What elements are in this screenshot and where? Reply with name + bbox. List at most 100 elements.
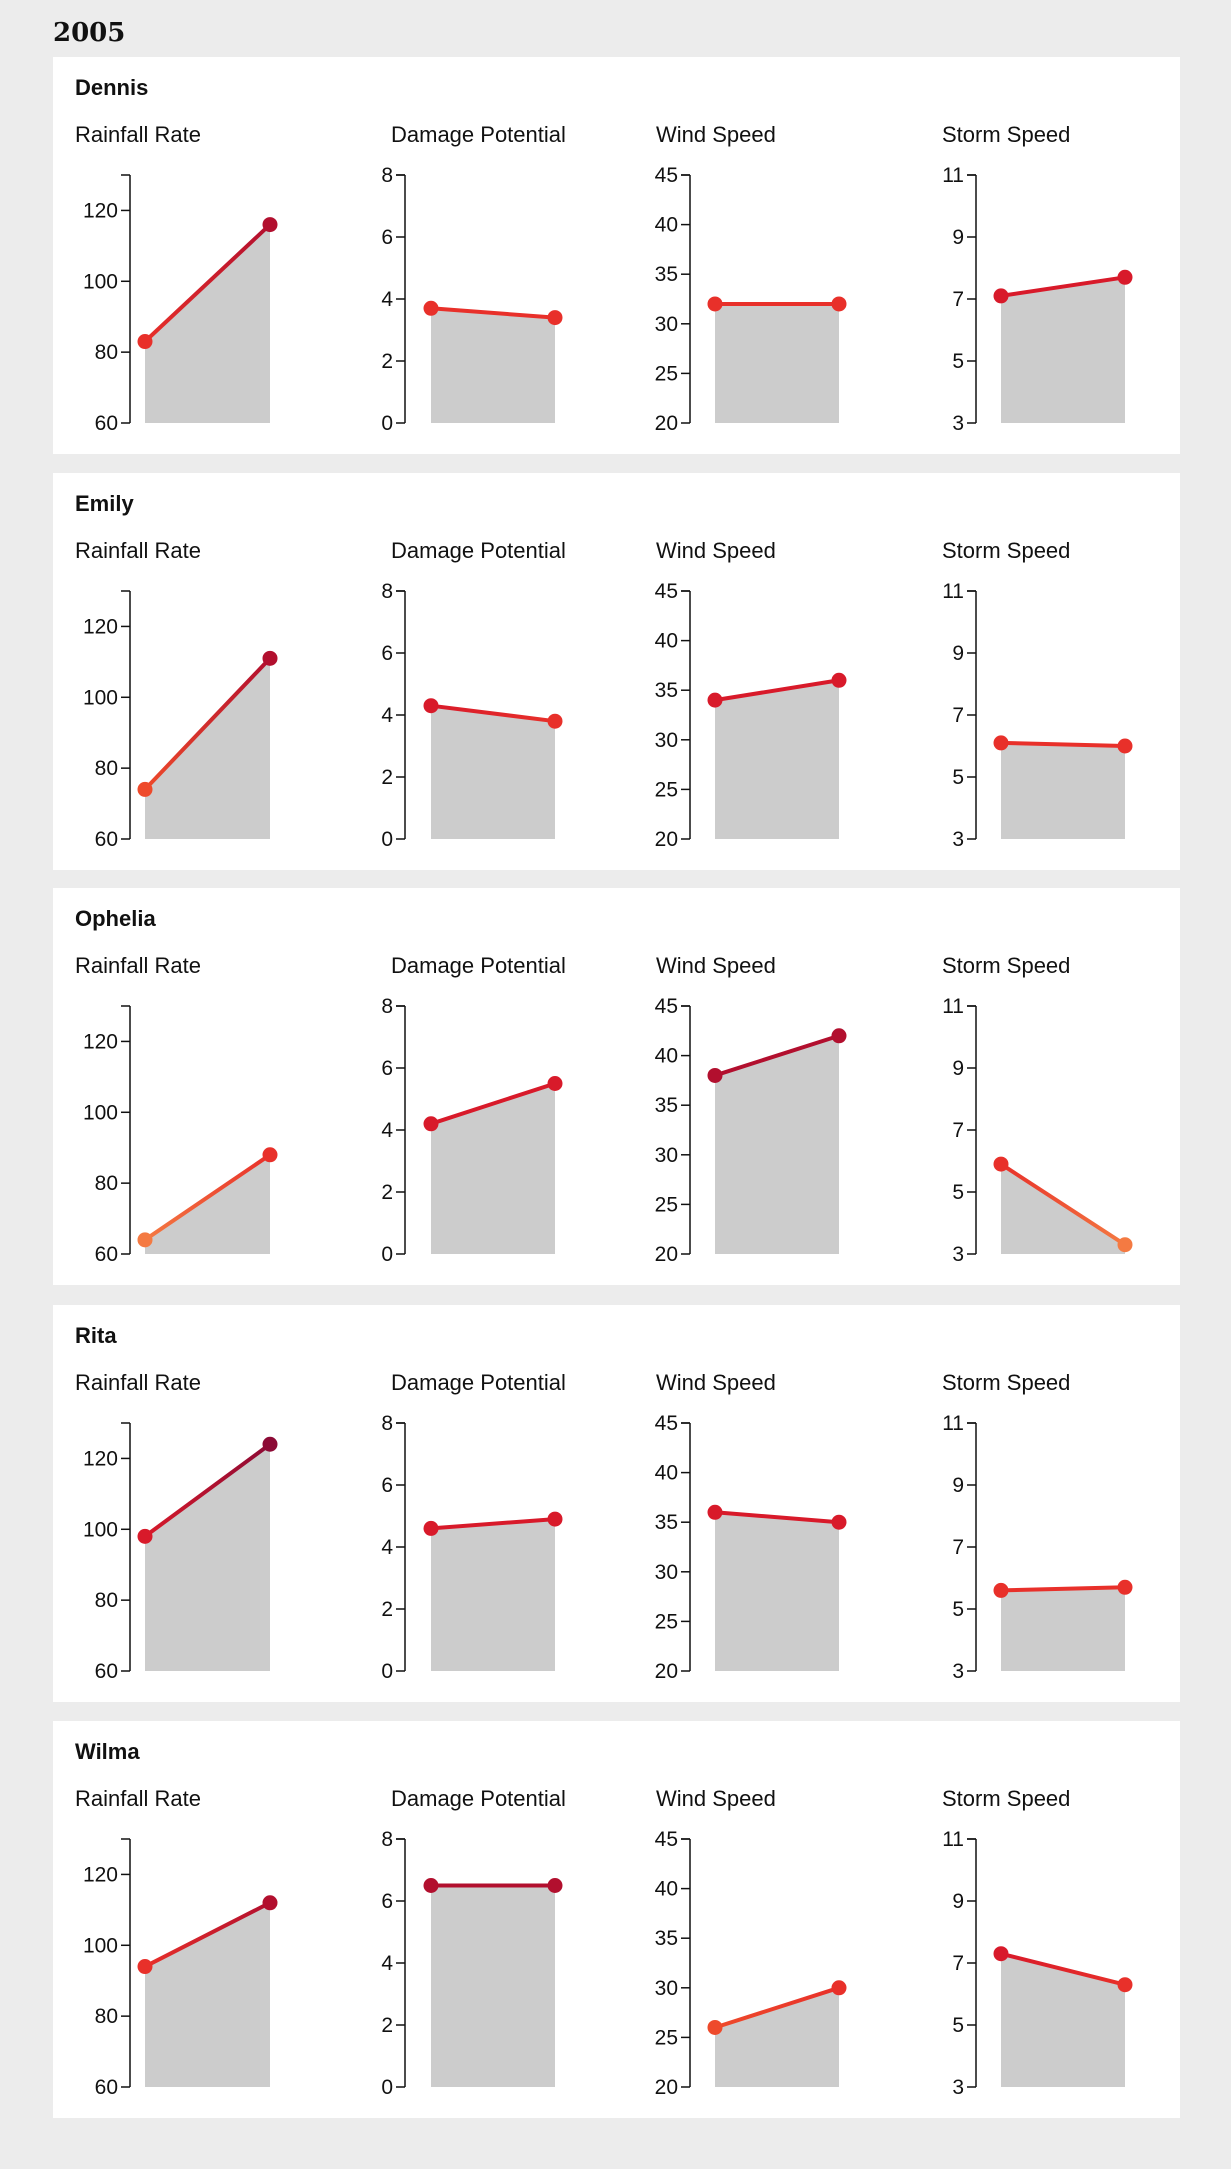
y-tick-label: 20	[655, 412, 678, 435]
y-tick-label: 60	[95, 412, 118, 435]
metric-chart-storm: Storm Speed 3 5 7 9 11	[942, 1370, 1133, 1683]
y-tick-label: 0	[381, 1660, 393, 1683]
y-tick-label: 120	[83, 1447, 118, 1470]
storm-metrics-chart: Rainfall Rate 60 80 100 120 Damage Potential 0…	[75, 1786, 1133, 2099]
metric-chart-damage: Damage Potential 0 2 4 6 8	[381, 538, 566, 851]
storm-panel-emily: Emily Rainfall Rate 60 80 100 120 Damage Poten…	[53, 473, 1180, 870]
y-tick-label: 20	[655, 828, 678, 851]
y-tick-label: 8	[381, 1412, 393, 1435]
y-tick-label: 60	[95, 1243, 118, 1266]
y-tick-label: 30	[655, 313, 678, 336]
y-tick-label: 35	[655, 679, 678, 702]
area-fill	[431, 308, 555, 423]
y-tick-label: 8	[381, 580, 393, 603]
metric-chart-wind: Wind Speed 20 25 30 35 40 45	[655, 953, 847, 1266]
data-point-start	[707, 692, 723, 708]
y-tick-label: 60	[95, 1660, 118, 1683]
y-tick-label: 6	[381, 1890, 393, 1913]
y-tick-label: 40	[655, 630, 678, 653]
storm-name: Emily	[75, 491, 134, 516]
storm-metrics-chart: Rainfall Rate 60 80 100 120 Damage Potential 0…	[75, 953, 1133, 1266]
area-fill	[715, 1512, 839, 1671]
data-point-end	[262, 1895, 278, 1911]
y-tick-label: 4	[381, 704, 393, 727]
series-line	[429, 306, 557, 320]
metric-chart-rain: Rainfall Rate 60 80 100 120	[75, 122, 278, 435]
data-point-start	[137, 334, 153, 350]
y-tick-label: 45	[655, 995, 678, 1018]
series-line	[429, 1081, 557, 1126]
storm-metrics-chart: Rainfall Rate 60 80 100 120 Damage Potential 0…	[75, 122, 1133, 435]
y-tick-label: 8	[381, 1828, 393, 1851]
y-tick-label: 0	[381, 828, 393, 851]
metric-chart-storm: Storm Speed 3 5 7 9 11	[942, 538, 1133, 851]
y-tick-label: 2	[381, 766, 393, 789]
y-tick-label: 3	[952, 1243, 964, 1266]
y-tick-label: 80	[95, 341, 118, 364]
y-tick-label: 4	[381, 1119, 393, 1142]
data-point-end	[1117, 738, 1133, 754]
data-point-end	[262, 1436, 278, 1452]
metric-label: Storm Speed	[942, 1786, 1070, 1811]
metric-chart-storm: Storm Speed 3 5 7 9 11	[942, 1786, 1133, 2099]
y-tick-label: 40	[655, 1462, 678, 1485]
y-tick-label: 120	[83, 199, 118, 222]
year-title: 2005	[53, 18, 126, 48]
y-tick-label: 100	[83, 1934, 118, 1957]
area-fill	[431, 1519, 555, 1671]
y-tick-label: 40	[655, 214, 678, 237]
storm-name: Dennis	[75, 75, 149, 100]
metric-chart-rain: Rainfall Rate 60 80 100 120	[75, 953, 278, 1266]
data-point-start	[993, 735, 1009, 751]
data-point-start	[423, 300, 439, 316]
metric-chart-damage: Damage Potential 0 2 4 6 8	[381, 1786, 566, 2099]
data-point-end	[831, 296, 847, 312]
y-tick-label: 30	[655, 729, 678, 752]
area-fill	[145, 1444, 270, 1671]
data-point-start	[423, 1878, 439, 1893]
y-tick-label: 120	[83, 1863, 118, 1886]
metric-chart-damage: Damage Potential 0 2 4 6 8	[381, 1370, 566, 1683]
y-tick-label: 2	[381, 1181, 393, 1204]
area-fill	[431, 705, 555, 839]
metric-chart-wind: Wind Speed 20 25 30 35 40 45	[655, 1370, 847, 1683]
data-point-end	[831, 672, 847, 688]
data-point-start	[993, 1582, 1009, 1598]
series-line	[713, 1510, 841, 1525]
metric-label: Damage Potential	[391, 538, 566, 563]
y-tick-label: 120	[83, 1030, 118, 1053]
area-fill	[1001, 742, 1125, 839]
y-tick-label: 45	[655, 1412, 678, 1435]
y-tick-label: 3	[952, 1660, 964, 1683]
y-tick-label: 9	[952, 1057, 964, 1080]
series-line	[429, 1517, 557, 1531]
storm-panel-dennis: Dennis Rainfall Rate 60 80 100 120 Damage Pote…	[53, 57, 1180, 454]
y-tick-label: 100	[83, 1518, 118, 1541]
y-tick-label: 6	[381, 1057, 393, 1080]
metric-chart-damage: Damage Potential 0 2 4 6 8	[381, 953, 566, 1266]
y-tick-label: 5	[952, 2014, 964, 2037]
series-line	[999, 740, 1127, 748]
area-fill	[431, 1885, 555, 2087]
y-tick-label: 7	[952, 1119, 964, 1142]
data-point-end	[1117, 1977, 1133, 1993]
area-fill	[715, 680, 839, 839]
area-fill	[715, 1035, 839, 1254]
data-point-end	[831, 1980, 847, 1996]
y-tick-label: 3	[952, 828, 964, 851]
y-tick-label: 80	[95, 1589, 118, 1612]
y-tick-label: 11	[942, 164, 964, 187]
y-tick-label: 30	[655, 1977, 678, 2000]
y-tick-label: 4	[381, 1536, 393, 1559]
y-tick-label: 80	[95, 757, 118, 780]
y-tick-label: 2	[381, 2014, 393, 2037]
y-tick-label: 20	[655, 2076, 678, 2099]
y-tick-label: 40	[655, 1878, 678, 1901]
y-tick-label: 7	[952, 1952, 964, 1975]
data-point-start	[423, 1520, 439, 1536]
data-point-start	[707, 296, 723, 312]
y-tick-label: 25	[655, 1193, 678, 1216]
metric-chart-damage: Damage Potential 0 2 4 6 8	[381, 122, 566, 435]
y-tick-label: 3	[952, 412, 964, 435]
data-point-end	[547, 1511, 563, 1527]
